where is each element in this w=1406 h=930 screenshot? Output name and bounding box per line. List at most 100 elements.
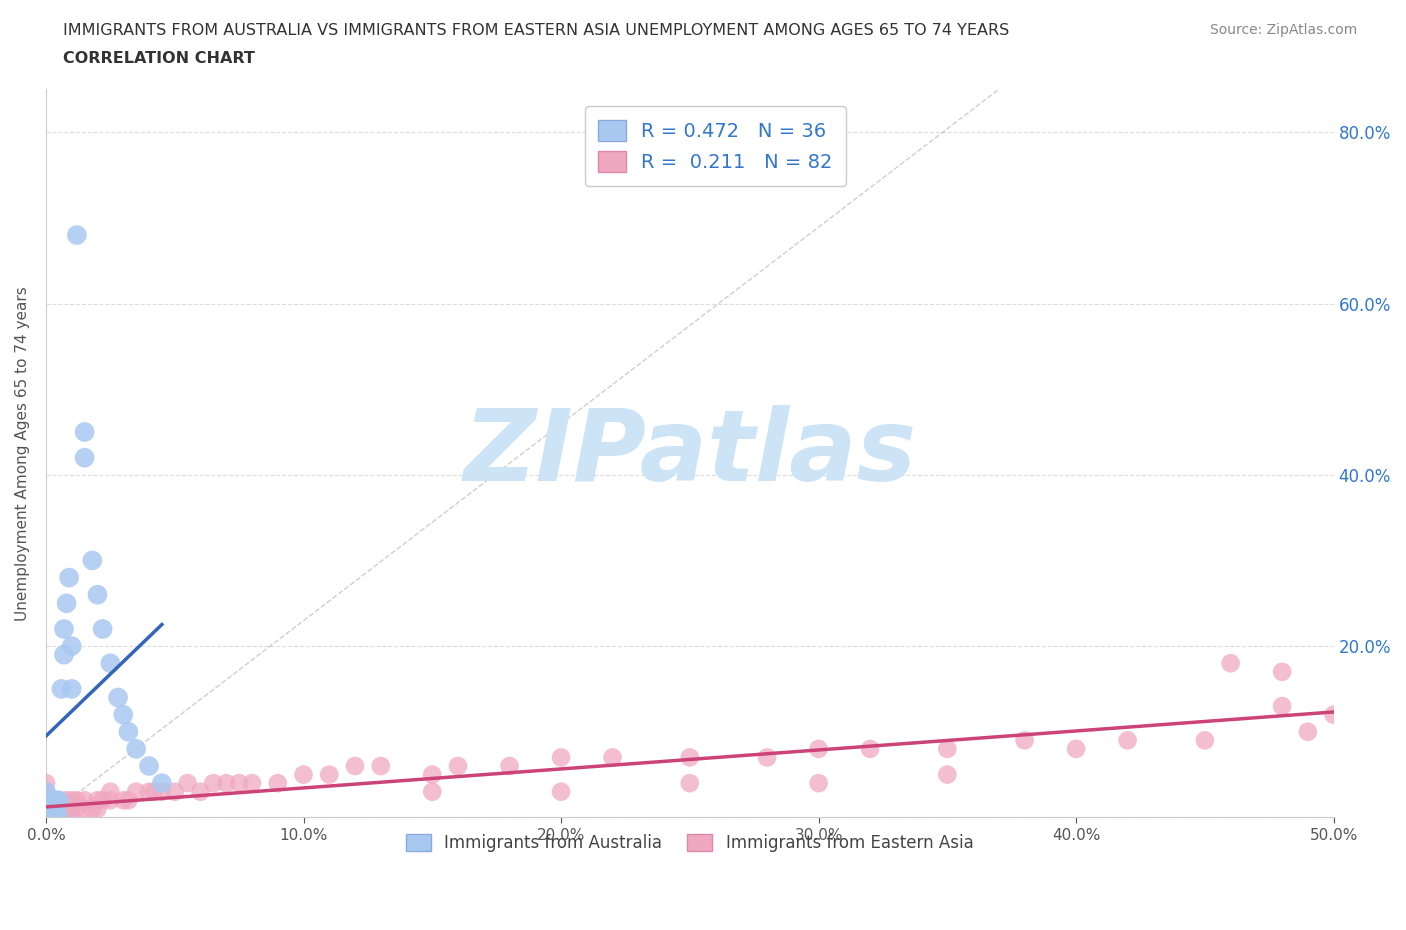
Point <box>73 793 96 808</box>
Point <box>240 776 263 790</box>
Text: ZIPatlas: ZIPatlas <box>463 405 917 502</box>
Point <box>39 810 62 825</box>
Point <box>202 776 225 790</box>
Point <box>343 759 366 774</box>
Point <box>1271 664 1294 679</box>
Text: IMMIGRANTS FROM AUSTRALIA VS IMMIGRANTS FROM EASTERN ASIA UNEMPLOYMENT AMONG AGE: IMMIGRANTS FROM AUSTRALIA VS IMMIGRANTS … <box>63 23 1010 38</box>
Point <box>550 750 572 764</box>
Point <box>117 724 139 739</box>
Point <box>55 802 77 817</box>
Point <box>53 647 76 662</box>
Point <box>60 802 83 817</box>
Point <box>53 621 76 636</box>
Point <box>550 784 572 799</box>
Point <box>176 776 198 790</box>
Point <box>39 802 62 817</box>
Point <box>1219 656 1241 671</box>
Point <box>35 810 58 825</box>
Point <box>112 793 135 808</box>
Point <box>35 810 58 825</box>
Point <box>53 802 76 817</box>
Point <box>35 793 58 808</box>
Point <box>35 810 58 825</box>
Point <box>190 784 212 799</box>
Point <box>42 802 65 817</box>
Point <box>112 707 135 722</box>
Point <box>318 767 340 782</box>
Point <box>35 810 58 825</box>
Point <box>98 656 121 671</box>
Point <box>35 810 58 825</box>
Point <box>35 784 58 799</box>
Point <box>48 793 70 808</box>
Point <box>48 802 70 817</box>
Point <box>602 750 624 764</box>
Point <box>35 802 58 817</box>
Point <box>138 759 160 774</box>
Point <box>370 759 392 774</box>
Point <box>42 810 65 825</box>
Point <box>60 793 83 808</box>
Point <box>35 810 58 825</box>
Point <box>35 784 58 799</box>
Legend: Immigrants from Australia, Immigrants from Eastern Asia: Immigrants from Australia, Immigrants fr… <box>398 825 981 860</box>
Point <box>73 425 96 440</box>
Point <box>60 810 83 825</box>
Point <box>35 802 58 817</box>
Point <box>498 759 520 774</box>
Point <box>45 810 67 825</box>
Point <box>86 587 108 602</box>
Point <box>51 802 73 817</box>
Point <box>679 750 702 764</box>
Point <box>73 802 96 817</box>
Point <box>807 776 830 790</box>
Point <box>228 776 250 790</box>
Point <box>447 759 470 774</box>
Point <box>1296 724 1319 739</box>
Point <box>150 776 173 790</box>
Y-axis label: Unemployment Among Ages 65 to 74 years: Unemployment Among Ages 65 to 74 years <box>15 286 30 621</box>
Point <box>39 802 62 817</box>
Point <box>66 802 89 817</box>
Point <box>91 621 114 636</box>
Point <box>48 810 70 825</box>
Point <box>807 741 830 756</box>
Point <box>420 767 443 782</box>
Point <box>73 450 96 465</box>
Point <box>51 682 73 697</box>
Point <box>35 810 58 825</box>
Point <box>1116 733 1139 748</box>
Point <box>1323 707 1346 722</box>
Point <box>420 784 443 799</box>
Point <box>42 802 65 817</box>
Point <box>125 741 148 756</box>
Point <box>163 784 186 799</box>
Point <box>125 784 148 799</box>
Point <box>859 741 882 756</box>
Point <box>35 802 58 817</box>
Point <box>143 784 166 799</box>
Point <box>292 767 315 782</box>
Point <box>1271 698 1294 713</box>
Point <box>48 810 70 825</box>
Point <box>66 228 89 243</box>
Point <box>48 810 70 825</box>
Point <box>55 596 77 611</box>
Point <box>150 784 173 799</box>
Point <box>82 802 104 817</box>
Point <box>58 570 80 585</box>
Point <box>58 802 80 817</box>
Point <box>45 802 67 817</box>
Point <box>936 767 959 782</box>
Point <box>1014 733 1036 748</box>
Point <box>98 784 121 799</box>
Point <box>138 784 160 799</box>
Point <box>35 793 58 808</box>
Point <box>91 793 114 808</box>
Point <box>82 553 104 568</box>
Point <box>60 682 83 697</box>
Point <box>936 741 959 756</box>
Point <box>215 776 238 790</box>
Point <box>267 776 290 790</box>
Point <box>35 776 58 790</box>
